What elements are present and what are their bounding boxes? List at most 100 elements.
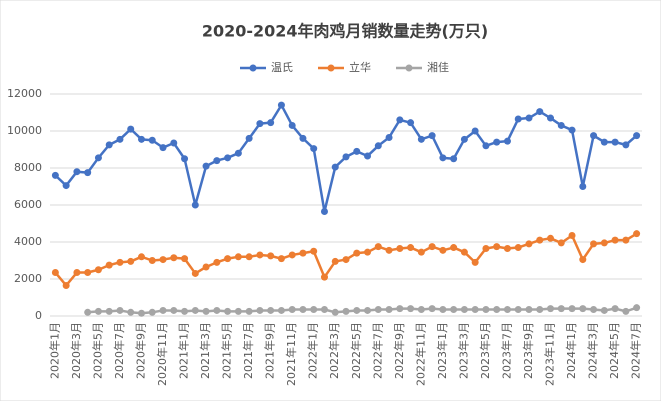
- data-point: [396, 305, 404, 313]
- x-tick-label: 2023年9月: [521, 322, 535, 379]
- data-point: [557, 305, 565, 313]
- data-point: [547, 234, 555, 242]
- x-tick-label: 2023年5月: [478, 322, 492, 379]
- data-point: [611, 138, 619, 146]
- data-point: [170, 306, 178, 314]
- data-point: [159, 306, 167, 314]
- data-point: [374, 306, 382, 314]
- data-point: [202, 162, 210, 170]
- data-point: [385, 246, 393, 254]
- data-point: [385, 306, 393, 314]
- data-point: [331, 308, 339, 316]
- data-point: [331, 163, 339, 171]
- data-point: [73, 168, 81, 176]
- data-point: [191, 306, 199, 314]
- data-point: [62, 281, 70, 289]
- data-point: [310, 247, 318, 255]
- data-point: [170, 139, 178, 147]
- data-point: [385, 133, 393, 141]
- data-point: [547, 114, 555, 122]
- data-point: [105, 307, 113, 315]
- data-point: [213, 306, 221, 314]
- data-point: [514, 244, 522, 252]
- data-point: [622, 236, 630, 244]
- data-point: [148, 308, 156, 316]
- data-point: [622, 141, 630, 149]
- x-tick-label: 2022年5月: [349, 322, 363, 379]
- data-point: [84, 308, 92, 316]
- x-tick-label: 2022年9月: [392, 322, 406, 379]
- data-point: [428, 132, 436, 140]
- data-point: [428, 305, 436, 313]
- data-point: [525, 114, 533, 122]
- data-point: [181, 155, 189, 163]
- data-point: [633, 304, 641, 312]
- data-point: [503, 244, 511, 252]
- x-tick-label: 2024年1月: [564, 322, 578, 379]
- data-point: [202, 263, 210, 271]
- data-point: [503, 306, 511, 314]
- x-tick-label: 2024年5月: [607, 322, 621, 379]
- data-point: [256, 251, 264, 259]
- data-point: [342, 256, 350, 264]
- data-point: [224, 154, 232, 162]
- data-point: [342, 153, 350, 161]
- data-point: [148, 136, 156, 144]
- data-point: [460, 306, 468, 314]
- data-point: [202, 307, 210, 315]
- x-tick-label: 2022年1月: [306, 322, 320, 379]
- data-point: [256, 120, 264, 128]
- legend-label: 立华: [349, 60, 371, 74]
- data-point: [234, 149, 242, 157]
- x-tick-label: 2021年1月: [177, 322, 191, 379]
- data-point: [320, 306, 328, 314]
- data-point: [579, 256, 587, 264]
- data-point: [288, 306, 296, 314]
- data-point: [439, 154, 447, 162]
- x-tick-label: 2024年3月: [586, 322, 600, 379]
- data-point: [320, 207, 328, 215]
- data-point: [191, 201, 199, 209]
- y-tick-label: 2000: [14, 272, 42, 285]
- data-point: [234, 307, 242, 315]
- data-point: [288, 251, 296, 259]
- data-point: [364, 248, 372, 256]
- data-point: [94, 266, 102, 274]
- data-point: [277, 255, 285, 263]
- data-point: [600, 138, 608, 146]
- data-point: [51, 269, 59, 277]
- data-point: [417, 135, 425, 143]
- legend-label: 温氏: [271, 61, 293, 74]
- x-tick-label: 2020年5月: [90, 322, 104, 379]
- data-point: [460, 135, 468, 143]
- data-point: [299, 306, 307, 314]
- data-point: [245, 134, 253, 142]
- data-point: [191, 269, 199, 277]
- data-point: [364, 306, 372, 314]
- data-point: [310, 145, 318, 153]
- y-tick-label: 0: [35, 309, 42, 322]
- data-point: [256, 306, 264, 314]
- data-point: [396, 244, 404, 252]
- x-tick-label: 2021年5月: [220, 322, 234, 379]
- y-tick-label: 6000: [14, 198, 42, 211]
- x-tick-label: 2022年7月: [370, 322, 384, 379]
- data-point: [568, 305, 576, 313]
- data-point: [213, 258, 221, 266]
- data-point: [536, 306, 544, 314]
- x-tick-label: 2021年11月: [284, 322, 298, 386]
- data-point: [331, 257, 339, 265]
- x-tick-label: 2020年9月: [133, 322, 147, 379]
- data-point: [277, 306, 285, 314]
- chart-title: 2020-2024年肉鸡月销数量走势(万只): [202, 22, 488, 41]
- data-point: [460, 248, 468, 256]
- data-point: [525, 306, 533, 314]
- data-point: [536, 236, 544, 244]
- data-point: [277, 101, 285, 109]
- legend-marker: [405, 64, 413, 72]
- data-point: [547, 305, 555, 313]
- data-point: [51, 171, 59, 179]
- data-point: [105, 261, 113, 269]
- data-point: [224, 307, 232, 315]
- data-point: [407, 119, 415, 127]
